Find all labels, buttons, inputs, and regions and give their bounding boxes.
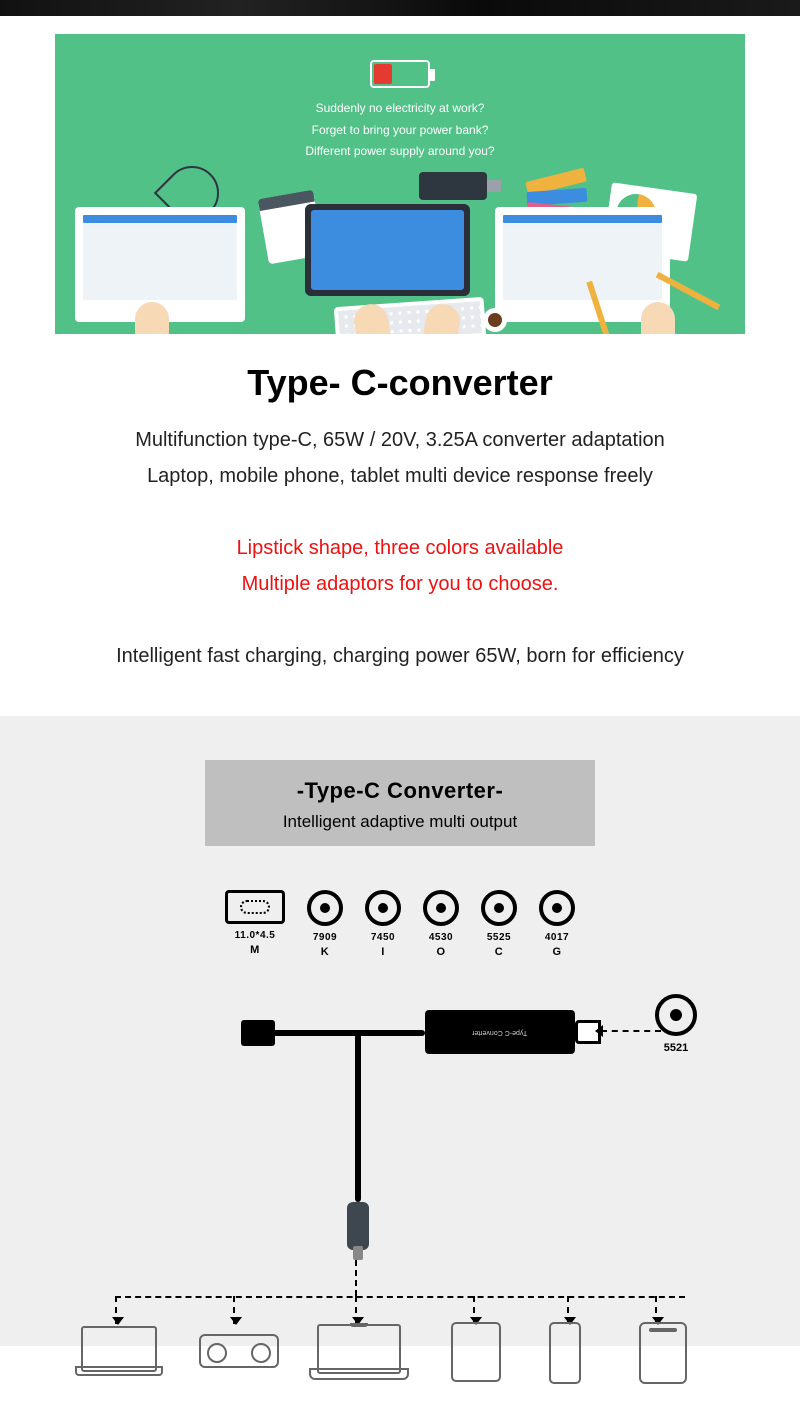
hero-q1: Suddenly no electricity at work? bbox=[55, 98, 745, 120]
connector-code: M bbox=[225, 944, 285, 956]
hero-q3: Different power supply around you? bbox=[55, 141, 745, 163]
dash-line bbox=[355, 1260, 357, 1296]
connector-item: 4017 G bbox=[539, 890, 575, 958]
section-title: -Type-C Converter- bbox=[205, 778, 595, 804]
side-connector: 5521 bbox=[641, 994, 711, 1054]
connector-code: G bbox=[539, 946, 575, 958]
connector-item: 7909 K bbox=[307, 890, 343, 958]
grey-section: -Type-C Converter- Intelligent adaptive … bbox=[0, 716, 800, 1346]
connector-ring-icon bbox=[539, 890, 575, 926]
device-tablet-icon bbox=[451, 1322, 501, 1382]
connector-item: 11.0*4.5 M bbox=[225, 890, 285, 958]
connector-ring-icon bbox=[481, 890, 517, 926]
arrow-down-icon bbox=[567, 1296, 569, 1324]
section-subtitle: Intelligent adaptive multi output bbox=[205, 812, 595, 832]
hero-banner: Suddenly no electricity at work? Forget … bbox=[55, 34, 745, 334]
hero-q2: Forget to bring your power bank? bbox=[55, 120, 745, 142]
device-phone-icon bbox=[549, 1322, 581, 1384]
desc-red2: Multiple adaptors for you to choose. bbox=[46, 568, 754, 600]
wiring-diagram: Type-C Converter 5521 bbox=[55, 976, 745, 1346]
fan-dash-line bbox=[115, 1296, 685, 1298]
converter-label: Type-C Converter bbox=[472, 1029, 527, 1036]
connector-size: 4530 bbox=[423, 932, 459, 943]
connector-item: 7450 I bbox=[365, 890, 401, 958]
hero-questions: Suddenly no electricity at work? Forget … bbox=[55, 98, 745, 163]
desc-line3: Intelligent fast charging, charging powe… bbox=[46, 640, 754, 672]
arrow-down-icon bbox=[233, 1296, 235, 1324]
side-connector-label: 5521 bbox=[641, 1042, 711, 1054]
connector-ring-icon bbox=[423, 890, 459, 926]
connector-code: K bbox=[307, 946, 343, 958]
device-console-icon bbox=[199, 1334, 279, 1368]
connector-size: 4017 bbox=[539, 932, 575, 943]
connector-row: 11.0*4.5 M 7909 K 7450 I 4530 O 5525 C 4… bbox=[0, 890, 800, 958]
connector-ring-icon bbox=[365, 890, 401, 926]
page-title: Type- C-converter bbox=[0, 362, 800, 404]
desc-line1: Multifunction type-C, 65W / 20V, 3.25A c… bbox=[46, 424, 754, 456]
arrow-down-icon bbox=[473, 1296, 475, 1324]
connector-rect-icon bbox=[225, 890, 285, 924]
laptop-right-icon bbox=[495, 207, 670, 322]
hand-icon bbox=[135, 302, 169, 334]
arrow-down-icon bbox=[115, 1296, 117, 1324]
hero-desk-illustration bbox=[55, 164, 745, 334]
device-phone-wide-icon bbox=[639, 1322, 687, 1384]
converter-body: Type-C Converter bbox=[425, 1010, 575, 1054]
arrow-down-icon bbox=[655, 1296, 657, 1324]
hand-icon bbox=[641, 302, 675, 334]
device-laptop-open-icon bbox=[317, 1324, 401, 1374]
connector-item: 4530 O bbox=[423, 890, 459, 958]
wire-horizontal bbox=[273, 1030, 425, 1036]
connector-ring-icon bbox=[307, 890, 343, 926]
connector-size: 11.0*4.5 bbox=[225, 930, 285, 941]
plug-icon bbox=[241, 1020, 275, 1046]
device-laptop-icon bbox=[81, 1326, 157, 1372]
usb-drive-icon bbox=[419, 172, 487, 200]
section-header-box: -Type-C Converter- Intelligent adaptive … bbox=[205, 760, 595, 846]
description-block: Multifunction type-C, 65W / 20V, 3.25A c… bbox=[0, 424, 800, 672]
desc-line2: Laptop, mobile phone, tablet multi devic… bbox=[46, 460, 754, 492]
usb-c-plug-icon bbox=[347, 1202, 369, 1250]
battery-icon bbox=[370, 60, 430, 88]
desc-red1: Lipstick shape, three colors available bbox=[46, 532, 754, 564]
coffee-mug-icon bbox=[483, 308, 507, 332]
connector-size: 5525 bbox=[481, 932, 517, 943]
connector-code: I bbox=[365, 946, 401, 958]
wire-vertical bbox=[355, 1034, 361, 1202]
connector-size: 7450 bbox=[365, 932, 401, 943]
connector-item: 5525 C bbox=[481, 890, 517, 958]
connector-code: O bbox=[423, 946, 459, 958]
top-dark-sliver bbox=[0, 0, 800, 16]
connector-code: C bbox=[481, 946, 517, 958]
connector-ring-icon bbox=[655, 994, 697, 1036]
arrow-down-icon bbox=[355, 1296, 357, 1324]
connector-size: 7909 bbox=[307, 932, 343, 943]
